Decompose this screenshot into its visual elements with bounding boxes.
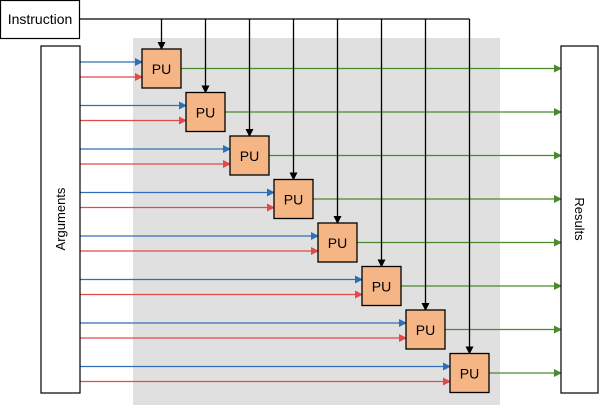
processing-unit xyxy=(317,222,358,263)
results-box xyxy=(560,45,599,394)
pu-label: PU xyxy=(284,192,303,208)
instruction-label: Instruction xyxy=(8,11,73,27)
pu-label: PU xyxy=(416,322,435,338)
processing-unit xyxy=(229,135,270,176)
processing-unit xyxy=(141,48,182,89)
processing-unit xyxy=(449,352,490,394)
processing-unit xyxy=(361,265,402,307)
instruction-box xyxy=(0,0,81,40)
pu-label: PU xyxy=(460,366,479,382)
pu-label: PU xyxy=(240,148,259,164)
arguments-box xyxy=(40,45,81,394)
arguments-label: Arguments xyxy=(53,187,68,250)
processing-unit xyxy=(185,91,226,133)
pu-label: PU xyxy=(196,105,215,121)
pu-label: PU xyxy=(152,61,171,77)
processing-unit xyxy=(273,178,314,220)
pu-label: PU xyxy=(328,235,347,251)
processing-unit xyxy=(405,309,446,350)
results-label: Results xyxy=(572,197,587,241)
pu-label: PU xyxy=(372,279,391,295)
